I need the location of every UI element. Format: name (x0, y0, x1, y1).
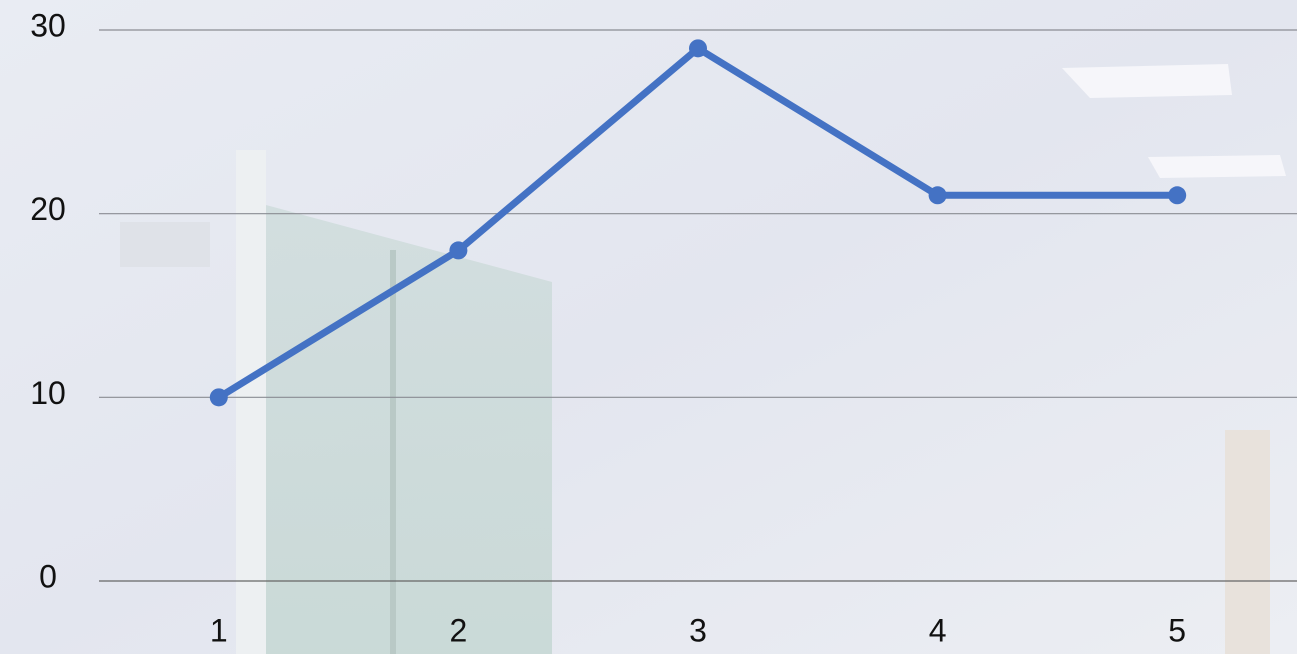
door-edge (390, 250, 396, 654)
far-door (1225, 430, 1270, 654)
x-tick-label: 2 (450, 612, 468, 648)
y-tick-label: 20 (30, 191, 66, 227)
data-point (209, 388, 228, 407)
ceiling-light (1062, 64, 1232, 98)
x-tick-label: 4 (929, 612, 947, 648)
ceiling-light (1148, 155, 1286, 178)
x-tick-label: 3 (689, 612, 707, 648)
x-tick-label: 5 (1168, 612, 1186, 648)
y-tick-label: 30 (30, 7, 66, 43)
wall-sign (120, 222, 210, 267)
door-frame (236, 150, 266, 654)
door (266, 205, 552, 654)
data-point (928, 186, 947, 205)
y-tick-label: 0 (39, 558, 57, 594)
data-point (449, 241, 468, 260)
y-tick-label: 10 (30, 375, 66, 411)
plot-area: 0 10 20 30 1 2 3 4 5 (30, 7, 1297, 648)
data-point (1168, 186, 1187, 205)
data-point (689, 39, 707, 58)
x-tick-label: 1 (210, 612, 228, 648)
